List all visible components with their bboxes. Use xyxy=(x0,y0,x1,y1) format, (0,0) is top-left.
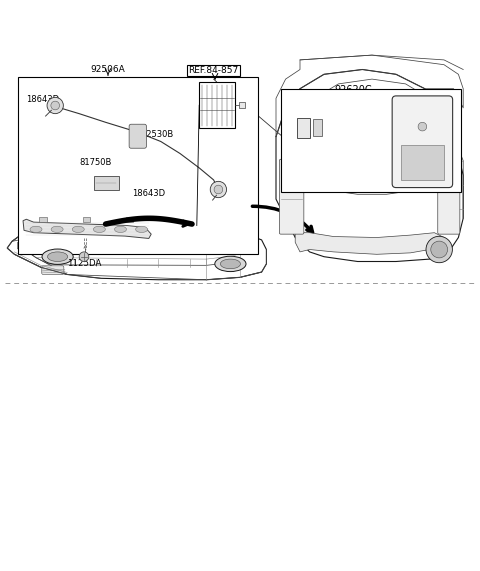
FancyBboxPatch shape xyxy=(17,242,28,249)
Polygon shape xyxy=(295,233,444,254)
Ellipse shape xyxy=(51,226,63,232)
Bar xyxy=(126,217,133,222)
Text: 92506A: 92506A xyxy=(91,65,125,74)
FancyBboxPatch shape xyxy=(438,159,460,234)
Ellipse shape xyxy=(215,256,246,272)
Bar xyxy=(94,176,119,190)
Bar xyxy=(281,89,461,192)
Text: 92620C: 92620C xyxy=(334,85,372,95)
Text: REF.84-857: REF.84-857 xyxy=(189,66,239,75)
Ellipse shape xyxy=(115,226,127,232)
Polygon shape xyxy=(23,219,151,239)
Ellipse shape xyxy=(220,259,240,269)
Ellipse shape xyxy=(42,249,73,264)
Bar xyxy=(39,217,47,222)
FancyBboxPatch shape xyxy=(129,124,146,148)
Bar xyxy=(239,102,245,108)
Ellipse shape xyxy=(418,122,427,131)
Bar xyxy=(83,217,90,222)
Ellipse shape xyxy=(426,236,453,263)
Text: 18643D: 18643D xyxy=(132,189,165,198)
Text: 18643D: 18643D xyxy=(26,95,60,104)
Bar xyxy=(297,118,310,138)
Ellipse shape xyxy=(30,226,42,232)
FancyBboxPatch shape xyxy=(392,96,453,188)
Text: 1125DA: 1125DA xyxy=(67,259,101,268)
Bar xyxy=(313,119,322,136)
Bar xyxy=(18,77,258,254)
Ellipse shape xyxy=(47,97,63,114)
Ellipse shape xyxy=(72,226,84,232)
Bar xyxy=(401,144,444,180)
Ellipse shape xyxy=(51,101,60,110)
FancyBboxPatch shape xyxy=(42,266,64,275)
Ellipse shape xyxy=(135,226,148,232)
Ellipse shape xyxy=(48,252,68,262)
Text: 92640A: 92640A xyxy=(293,107,327,116)
FancyBboxPatch shape xyxy=(279,159,304,234)
Text: 81750B: 81750B xyxy=(79,158,111,167)
Ellipse shape xyxy=(94,226,106,232)
Text: 92530B: 92530B xyxy=(142,130,174,139)
Ellipse shape xyxy=(214,185,223,194)
Bar xyxy=(199,82,235,128)
Ellipse shape xyxy=(79,252,89,262)
Ellipse shape xyxy=(210,182,227,198)
Ellipse shape xyxy=(431,241,447,258)
